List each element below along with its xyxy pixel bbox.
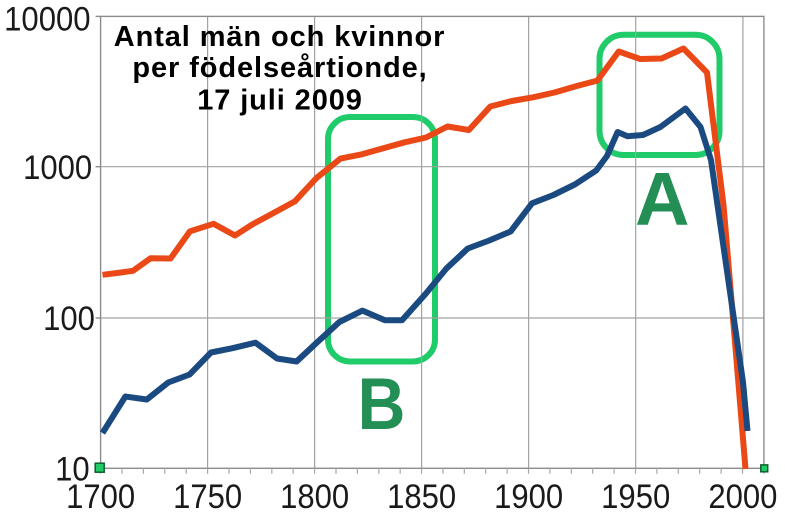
svg-text:1700: 1700: [66, 476, 135, 512]
svg-text:1800: 1800: [280, 476, 349, 512]
svg-text:1000: 1000: [23, 148, 92, 187]
svg-text:1750: 1750: [173, 476, 242, 512]
svg-text:1950: 1950: [601, 476, 670, 512]
svg-text:10: 10: [55, 449, 90, 488]
svg-text:1850: 1850: [387, 476, 456, 512]
svg-text:A: A: [635, 156, 690, 240]
svg-text:17 juli 2009: 17 juli 2009: [197, 85, 363, 117]
svg-text:100: 100: [43, 298, 95, 337]
svg-text:1900: 1900: [494, 476, 563, 512]
svg-text:per födelseårtionde,: per födelseårtionde,: [132, 52, 427, 84]
svg-text:2000: 2000: [708, 476, 777, 512]
svg-text:B: B: [358, 363, 406, 445]
svg-text:Antal män och kvinnor: Antal män och kvinnor: [114, 21, 446, 53]
svg-text:10000: 10000: [4, 0, 90, 38]
